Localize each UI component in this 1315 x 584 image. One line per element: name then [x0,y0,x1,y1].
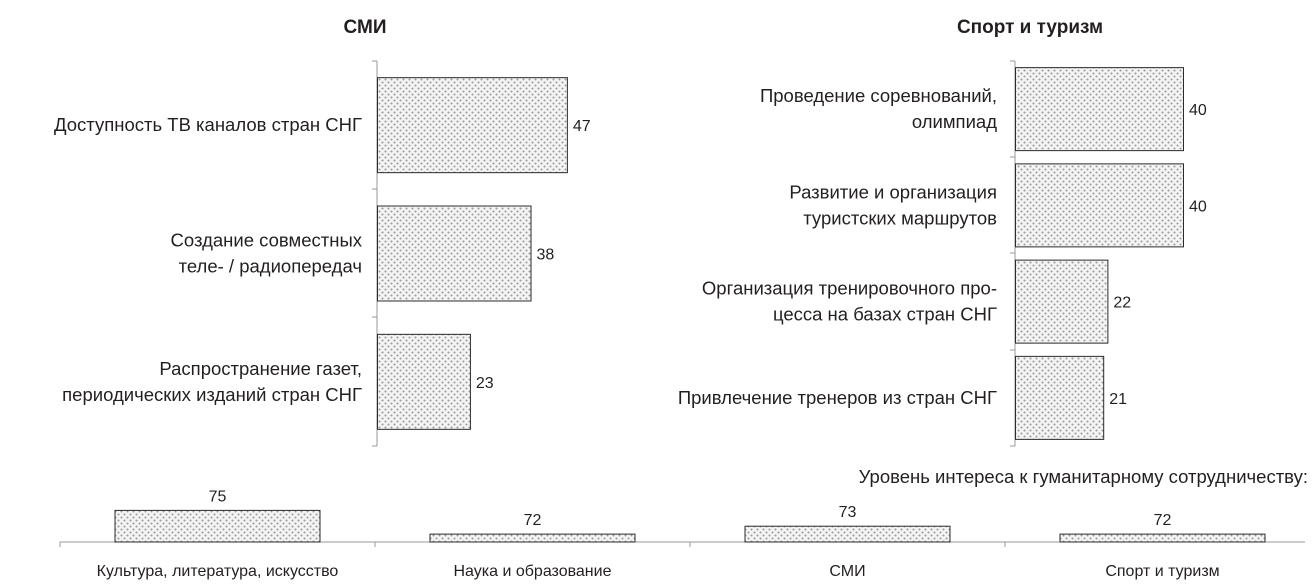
bar [377,333,471,430]
data-label: 40 [1189,102,1207,119]
data-label: 38 [537,247,555,264]
bar [1015,67,1184,152]
category-label: Культура, литература, искусство [97,563,339,580]
bar [1015,355,1105,440]
category-label: Наука и образование [454,563,612,580]
data-label: 75 [209,488,227,505]
chart-interest: Уровень интереса к гуманитарному сотрудн… [59,466,1308,580]
data-label: 40 [1189,198,1207,215]
category-label: Развитие и организация [789,181,997,202]
category-label: периодических изданий стран СНГ [62,384,362,405]
category-label: цесса на базах стран СНГ [773,304,997,325]
data-label: 23 [476,375,494,392]
chart-sport: Спорт и туризм 40 Проведение соревнований… [678,17,1207,447]
bar [1015,163,1184,248]
category-label: туристских маршрутов [803,207,997,228]
category-label: Доступность ТВ каналов стран СНГ [54,114,362,135]
data-label: 73 [839,504,857,521]
bar [429,533,636,543]
data-label: 72 [524,512,542,529]
data-label: 22 [1113,295,1131,312]
category-label: Создание совместных [171,230,363,251]
category-label: Привлечение тренеров из стран СНГ [678,387,997,408]
chart-interest-caption: Уровень интереса к гуманитарному сотрудн… [859,466,1308,487]
bar [114,509,321,543]
chart-sport-title: Спорт и туризм [957,17,1103,38]
category-label: теле- / радиопередач [179,256,362,277]
category-label: Спорт и туризм [1105,563,1219,580]
data-label: 21 [1109,391,1127,408]
category-label: Организация тренировочного про- [702,278,997,299]
bar [1059,533,1266,543]
category-label: Проведение соревнований, [760,85,997,106]
category-label: олимпиад [912,111,997,132]
bar [1015,259,1109,344]
chart-smi: СМИ 47 Доступность ТВ каналов стран СНГ 38… [54,17,591,447]
chart-smi-title: СМИ [344,17,387,38]
category-label: Распространение газет, [159,358,362,379]
bar [377,77,568,174]
bar [744,525,951,543]
data-label: 72 [1154,512,1172,529]
data-label: 47 [573,118,591,135]
bar [377,205,532,302]
category-label: СМИ [829,563,865,580]
